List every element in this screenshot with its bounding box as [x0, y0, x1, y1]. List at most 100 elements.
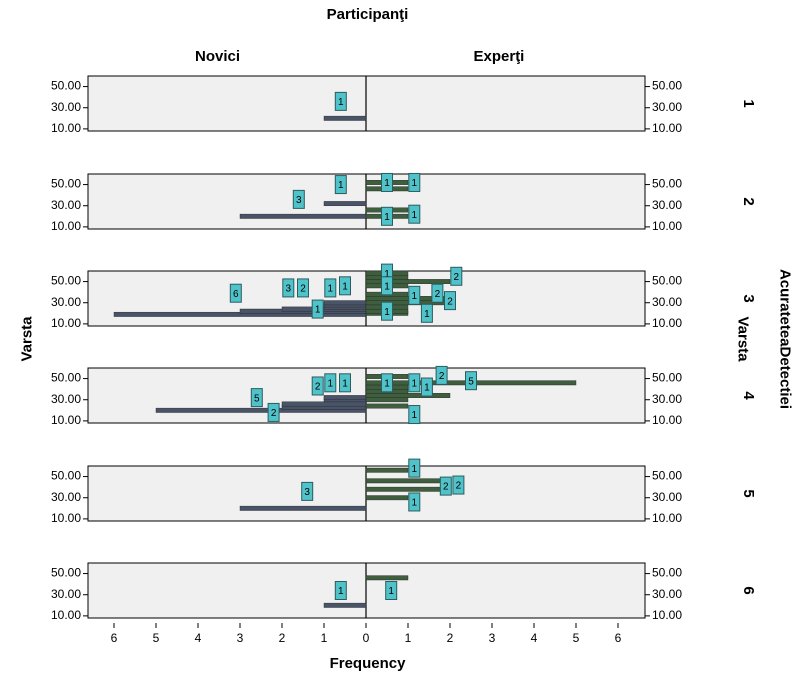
count-label-box	[435, 365, 448, 385]
bar-experti	[365, 478, 451, 484]
row-facet-level-label: 3	[740, 294, 757, 302]
count-label-box	[292, 189, 305, 209]
x-tick-label: 1	[405, 631, 412, 645]
bar-novici	[323, 602, 367, 608]
count-label-text: 1	[328, 284, 334, 295]
count-label-text: 2	[454, 272, 460, 283]
y-tick-label-left: 30.00	[51, 490, 81, 504]
x-tick-label: 3	[237, 631, 244, 645]
count-label-box	[339, 276, 351, 296]
count-label-text: 1	[338, 586, 344, 597]
count-label-box	[250, 388, 263, 408]
count-label-text: 1	[384, 281, 390, 292]
count-label-text: 1	[412, 378, 418, 389]
bar-experti	[365, 403, 409, 409]
x-tick-label: 5	[573, 631, 580, 645]
count-label-box	[324, 278, 337, 298]
count-label-box	[381, 206, 393, 226]
bar-novici	[323, 395, 367, 401]
y-tick-label-right: 30.00	[652, 490, 682, 504]
x-tick-label: 5	[153, 631, 160, 645]
count-label-box	[381, 276, 393, 296]
bar-experti	[365, 467, 409, 473]
count-label-box	[465, 371, 477, 391]
y-tick-label-left: 50.00	[51, 177, 81, 191]
x-tick-label: 6	[615, 631, 622, 645]
bar-novici	[155, 407, 367, 413]
count-label-box	[408, 373, 421, 393]
y-tick-label-right: 30.00	[652, 295, 682, 309]
count-label-box	[339, 373, 351, 393]
count-label-text: 2	[443, 482, 449, 493]
y-tick-label-left: 10.00	[51, 413, 81, 427]
count-label-box	[297, 278, 309, 298]
count-label-text: 2	[271, 408, 277, 419]
bar-novici	[323, 201, 367, 207]
count-label-text: 3	[296, 195, 302, 206]
count-label-text: 2	[315, 382, 321, 393]
y-tick-label-right: 10.00	[652, 413, 682, 427]
bar-experti	[365, 393, 451, 398]
row-facet-title: AcurateteaDetectiei	[776, 268, 794, 410]
x-tick-label: 4	[195, 631, 202, 645]
bar-novici	[281, 401, 367, 407]
count-label-box	[408, 458, 421, 478]
count-label-box	[381, 172, 393, 192]
y-tick-label-left: 50.00	[51, 469, 81, 483]
y-tick-label-right: 50.00	[652, 274, 682, 288]
count-label-box	[420, 377, 433, 397]
count-label-box	[452, 475, 465, 495]
count-label-text: 1	[384, 178, 390, 189]
count-label-box	[450, 266, 463, 286]
y-tick-label-right: 10.00	[652, 121, 682, 135]
y-tick-label-left: 50.00	[51, 566, 81, 580]
count-label-text: 2	[447, 296, 453, 307]
bar-novici	[239, 213, 367, 219]
y-axis-label-right: Varsta	[734, 316, 752, 362]
y-tick-label-right: 50.00	[652, 177, 682, 191]
bar-experti	[365, 486, 451, 492]
count-label-text: 2	[435, 289, 441, 300]
row-facet-level-label: 5	[740, 489, 757, 497]
count-label-text: 1	[342, 378, 348, 389]
column-header-experti: Experţi	[473, 48, 525, 65]
count-label-text: 1	[388, 586, 394, 597]
count-label-text: 1	[338, 180, 344, 191]
count-label-text: 1	[328, 378, 334, 389]
count-label-text: 1	[384, 378, 390, 389]
count-label-text: 5	[468, 376, 474, 387]
count-label-text: 6	[233, 289, 239, 300]
count-label-box	[381, 301, 393, 321]
count-label-text: 1	[412, 498, 418, 509]
y-tick-label-left: 10.00	[51, 121, 81, 135]
x-tick-label: 6	[111, 631, 118, 645]
count-label-box	[420, 303, 433, 323]
y-tick-label-right: 50.00	[652, 469, 682, 483]
x-tick-label: 4	[531, 631, 538, 645]
x-tick-label: 2	[279, 631, 286, 645]
y-tick-label-left: 30.00	[51, 587, 81, 601]
count-label-box	[444, 291, 456, 311]
count-label-box	[334, 91, 347, 111]
y-tick-label-right: 50.00	[652, 79, 682, 93]
count-label-box	[385, 581, 398, 600]
count-label-box	[324, 373, 337, 393]
y-tick-label-right: 10.00	[652, 608, 682, 622]
y-tick-label-right: 30.00	[652, 198, 682, 212]
count-label-box	[408, 172, 421, 192]
count-label-text: 2	[456, 481, 462, 492]
count-label-text: 3	[286, 284, 292, 295]
y-tick-label-left: 30.00	[51, 198, 81, 212]
bar-novici	[239, 505, 367, 511]
count-label-text: 1	[315, 305, 321, 316]
bar-experti	[365, 495, 409, 501]
count-label-text: 1	[412, 464, 418, 475]
y-tick-label-left: 10.00	[51, 316, 81, 330]
row-facet-level-label: 1	[740, 99, 757, 107]
count-label-box	[334, 581, 347, 600]
count-label-text: 2	[300, 284, 306, 295]
bar-novici	[323, 115, 367, 121]
count-label-box	[267, 402, 280, 422]
count-label-box	[334, 175, 347, 195]
